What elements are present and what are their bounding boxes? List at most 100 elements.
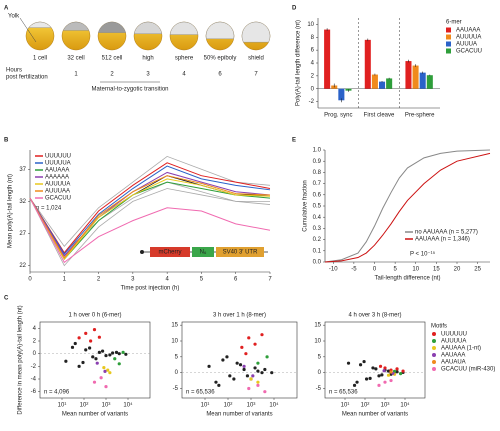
y-tick-label: 4 bbox=[33, 326, 37, 332]
plot-frame bbox=[181, 321, 298, 399]
plot-frame bbox=[39, 321, 151, 399]
y-tick-label: -5 bbox=[173, 386, 179, 392]
scatter-point bbox=[270, 371, 274, 375]
x-tick-label: -10 bbox=[329, 267, 338, 273]
y-tick-label: 0.9 bbox=[313, 159, 322, 165]
scatter-point bbox=[244, 352, 248, 356]
scatter-point bbox=[380, 373, 384, 377]
x-tick-label: 2 bbox=[97, 277, 101, 283]
x-tick-label: 15 bbox=[433, 267, 440, 273]
y-tick-label: -2 bbox=[31, 364, 37, 370]
legend-title: 6-mer bbox=[446, 20, 462, 26]
legend-label: GCACUU bbox=[456, 49, 482, 55]
scatter-point bbox=[99, 376, 103, 380]
y-tick-label: 0.5 bbox=[313, 204, 322, 210]
x-axis-label: Tail-length difference (nt) bbox=[375, 276, 441, 282]
embryo-cells bbox=[28, 21, 52, 28]
scatter-point bbox=[256, 380, 260, 384]
scatter-point bbox=[251, 374, 255, 378]
scatter-point bbox=[111, 351, 115, 355]
scatter-point bbox=[389, 370, 393, 374]
scatter-point bbox=[346, 361, 351, 365]
hour-label: 3 bbox=[146, 72, 150, 78]
bar bbox=[379, 81, 386, 89]
scatter-point bbox=[102, 366, 106, 370]
legend-swatch bbox=[446, 34, 451, 40]
scatter-point bbox=[395, 370, 399, 374]
x-tick-label: 4 bbox=[165, 277, 169, 283]
x-tick-label: 25 bbox=[474, 267, 481, 273]
scatter-point bbox=[358, 363, 363, 367]
scatter-point bbox=[221, 358, 225, 362]
stage-label: shield bbox=[248, 56, 264, 62]
scatter-point bbox=[104, 385, 108, 389]
scatter-point bbox=[232, 377, 236, 381]
legend-label: no AAUAAA (n = 5,277) bbox=[415, 230, 478, 236]
x-tick-label: 10⁴ bbox=[123, 402, 133, 409]
scatter-point bbox=[386, 373, 391, 377]
scatter-point bbox=[64, 359, 68, 363]
scatter-point bbox=[121, 350, 125, 354]
scatter-point bbox=[377, 374, 381, 378]
hour-label: 2 bbox=[110, 72, 114, 78]
bar bbox=[371, 74, 378, 89]
legend-title: Motifs bbox=[431, 324, 447, 330]
hour-label: 7 bbox=[254, 72, 258, 78]
chart-title: 4 h over 3 h (8-mer) bbox=[348, 313, 401, 319]
y-tick-label: 27 bbox=[19, 231, 26, 237]
x-tick-label: Prog. sync bbox=[324, 113, 352, 119]
scatter-point bbox=[91, 355, 95, 359]
stage-label: high bbox=[142, 56, 153, 62]
y-tick-label: 4 bbox=[311, 61, 315, 67]
scatter-point bbox=[70, 345, 75, 349]
bar bbox=[324, 29, 331, 89]
x-tick-label: First cleave bbox=[364, 113, 395, 119]
scatter-point bbox=[355, 380, 359, 384]
line-series bbox=[29, 162, 271, 254]
chart-title: 3 h over 1 h (8-mer) bbox=[213, 313, 266, 319]
panel-label: C bbox=[4, 296, 9, 302]
construct-label: N₆ bbox=[200, 250, 207, 256]
stage-label: sphere bbox=[175, 56, 194, 62]
x-tick-label: 10² bbox=[224, 403, 233, 409]
x-tick-label: 10 bbox=[412, 267, 419, 273]
panel-label: A bbox=[4, 6, 9, 12]
scatter-point bbox=[371, 366, 375, 370]
legend-label: AAUAAA bbox=[45, 168, 69, 174]
legend-label: AUUUUA bbox=[45, 182, 70, 188]
construct-label: mCherry bbox=[158, 250, 181, 256]
yolk-pointer bbox=[19, 17, 37, 43]
scatter-point bbox=[242, 364, 246, 368]
hour-label: 6 bbox=[218, 72, 222, 78]
y-tick-label: 10 bbox=[307, 22, 314, 28]
x-tick-label: 10² bbox=[80, 403, 89, 409]
bar bbox=[412, 65, 419, 89]
scatter-point bbox=[89, 339, 93, 343]
y-tick-label: 32 bbox=[19, 199, 26, 205]
y-tick-label: 0.6 bbox=[313, 192, 322, 198]
scatter-point bbox=[389, 378, 393, 383]
legend-label: UUUUUU bbox=[45, 154, 71, 160]
legend-label: AAUAAA bbox=[441, 353, 465, 359]
y-tick-label: 0.0 bbox=[313, 260, 322, 266]
y-tick-label: 0.7 bbox=[313, 181, 322, 187]
y-tick-label: 0.4 bbox=[313, 215, 322, 221]
line-series bbox=[29, 178, 271, 261]
hour-label: 4 bbox=[182, 72, 186, 78]
scatter-point bbox=[77, 364, 81, 368]
legend-swatch bbox=[446, 27, 451, 33]
construct-label: SV40 3′ UTR bbox=[223, 250, 258, 256]
y-tick-label: 6 bbox=[311, 48, 315, 54]
scatter-point bbox=[352, 383, 357, 387]
y-axis-label: Mean poly(A)-tail length (nt) bbox=[8, 174, 14, 248]
x-tick-label: 10¹ bbox=[201, 403, 210, 409]
bar bbox=[426, 75, 433, 89]
x-tick-label: 6 bbox=[234, 277, 238, 283]
y-tick-label: 2 bbox=[33, 339, 37, 345]
scatter-point bbox=[235, 361, 239, 365]
hour-label: 1 bbox=[74, 72, 78, 78]
stage-label: 1 cell bbox=[33, 56, 47, 62]
line-series bbox=[324, 152, 491, 263]
annotation: n = 1,024 bbox=[36, 206, 62, 212]
scatter-point bbox=[362, 359, 366, 364]
